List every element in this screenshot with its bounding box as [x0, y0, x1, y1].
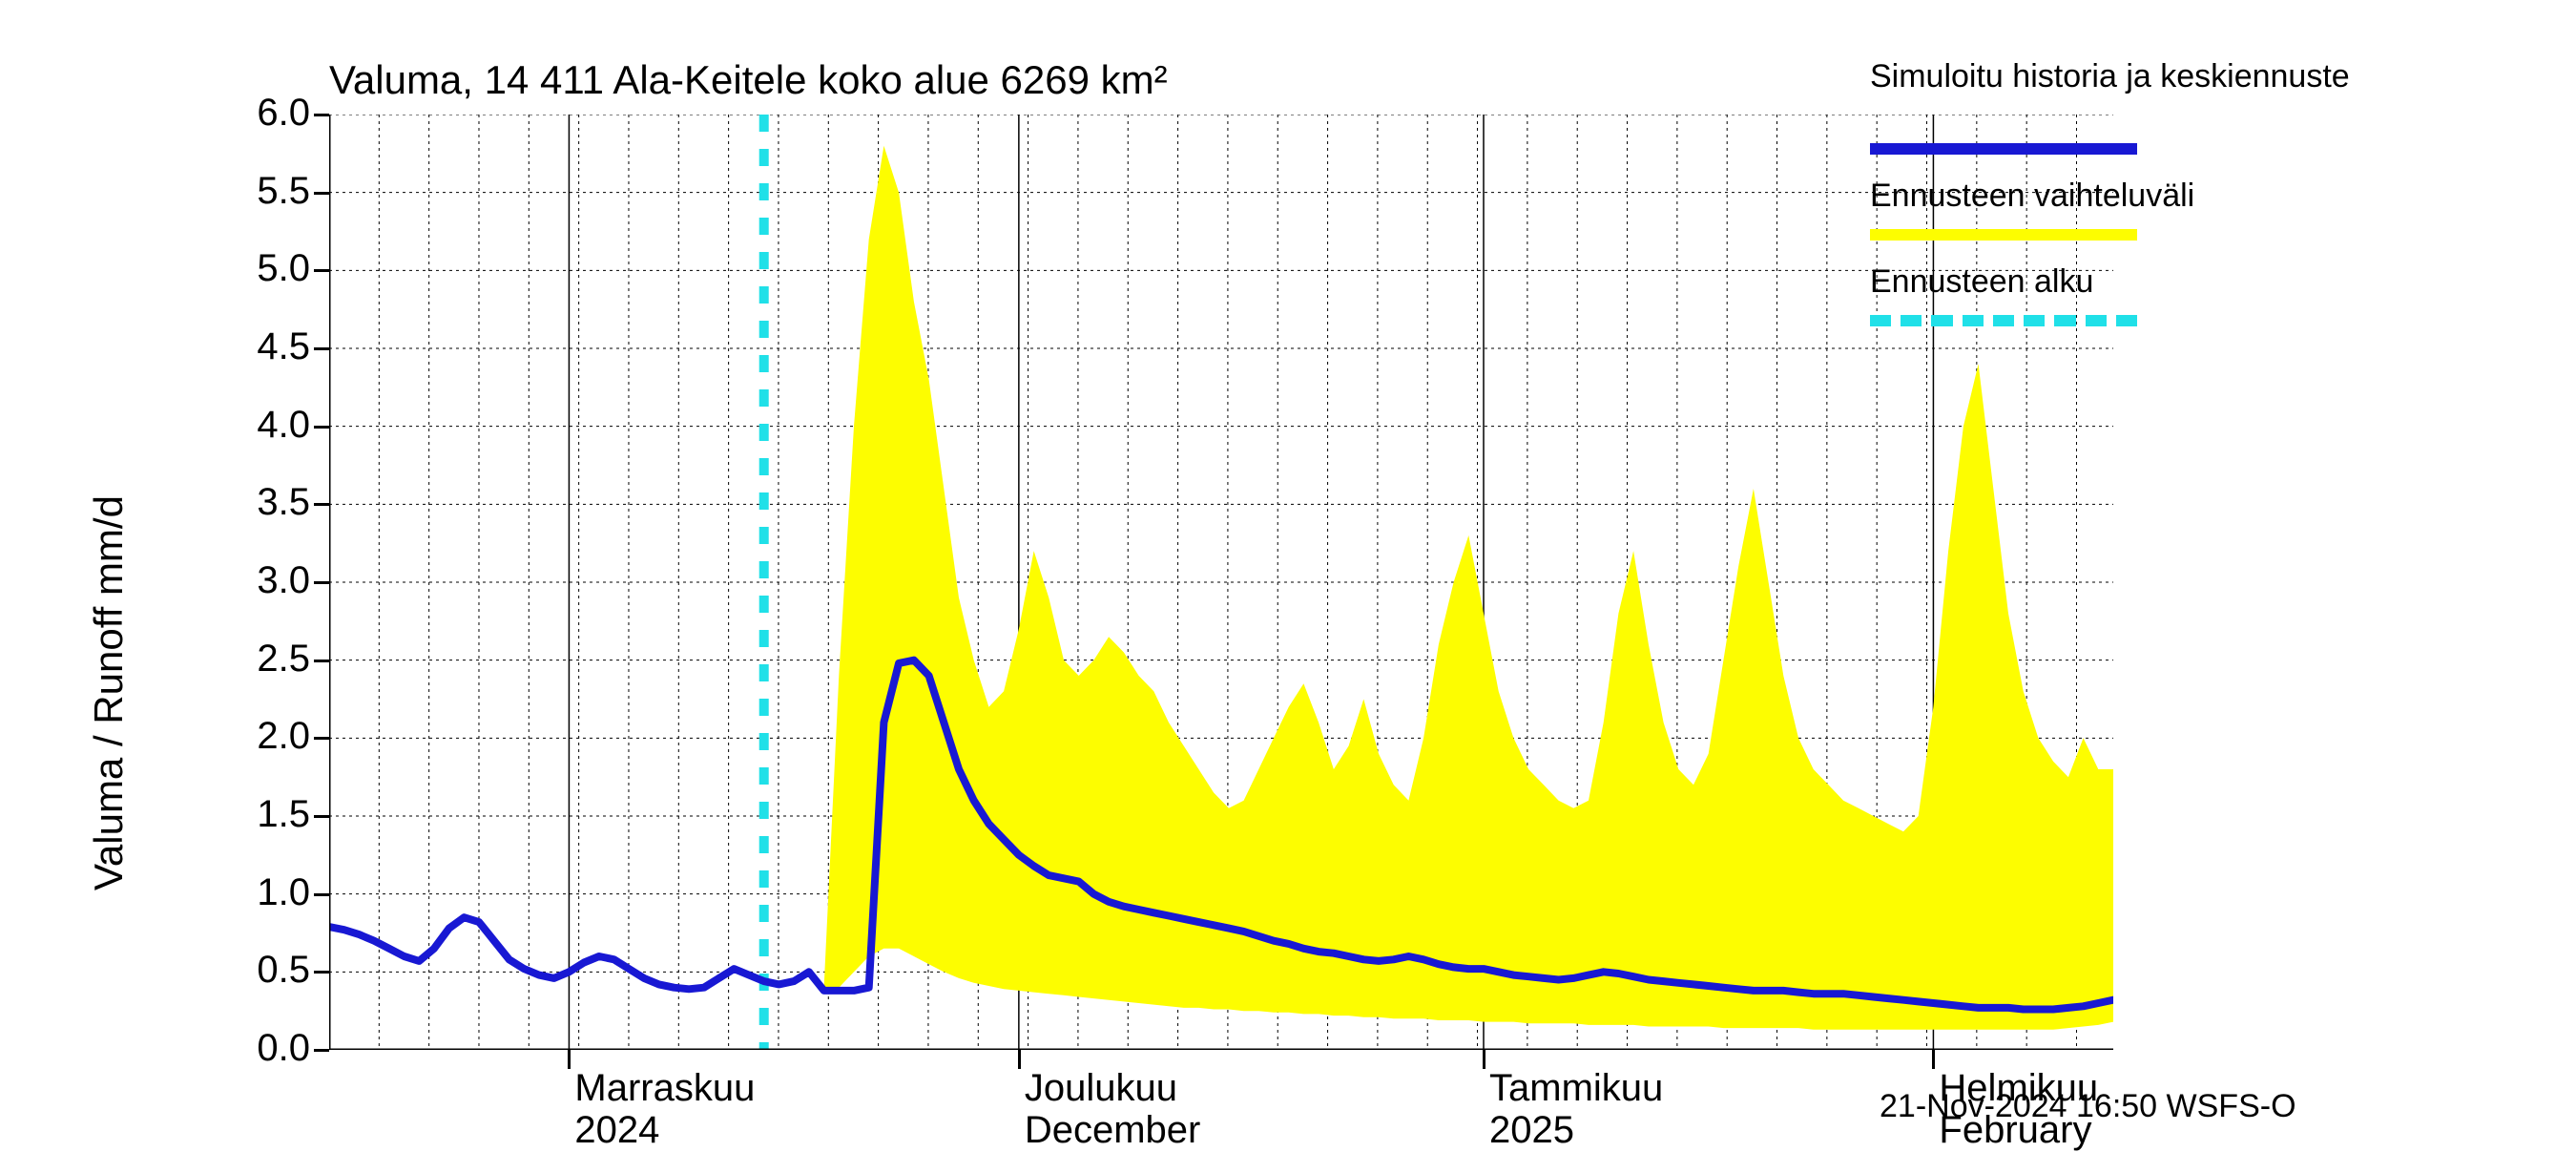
y-tick-label: 1.5 — [224, 793, 310, 836]
y-tick-label: 5.0 — [224, 247, 310, 290]
y-tick-label: 2.5 — [224, 638, 310, 681]
chart-canvas: Valuma, 14 411 Ala-Keitele koko alue 626… — [0, 0, 2576, 1145]
legend-label: Ennusteen vaihteluväli — [1870, 177, 2366, 216]
x-tick-label: 2024 — [574, 1109, 659, 1152]
y-tick-label: 0.0 — [224, 1027, 310, 1070]
legend-swatch — [1870, 229, 2137, 241]
y-tick-label: 4.5 — [224, 325, 310, 368]
y-tick-label: 6.0 — [224, 92, 310, 135]
x-tick-label: Joulukuu — [1025, 1067, 1177, 1110]
x-tick-label: December — [1025, 1109, 1201, 1152]
legend-label: Simuloitu historia ja keskiennuste — [1870, 57, 2366, 96]
y-tick-label: 0.5 — [224, 949, 310, 992]
y-tick-label: 3.0 — [224, 559, 310, 602]
footer-timestamp: 21-Nov-2024 16:50 WSFS-O — [1880, 1088, 2296, 1125]
legend-swatch — [1870, 143, 2137, 155]
y-tick-label: 1.0 — [224, 871, 310, 914]
x-tick-label: Marraskuu — [574, 1067, 755, 1110]
y-tick-label: 3.5 — [224, 481, 310, 524]
x-tick-label: Tammikuu — [1489, 1067, 1663, 1110]
y-axis-label: Valuma / Runoff mm/d — [86, 495, 132, 890]
chart-plot — [329, 115, 2113, 1050]
legend-swatch — [1870, 315, 2137, 326]
legend-label: Ennusteen alku — [1870, 262, 2366, 302]
y-tick-label: 2.0 — [224, 715, 310, 758]
chart-title: Valuma, 14 411 Ala-Keitele koko alue 626… — [329, 57, 1168, 103]
y-tick-label: 5.5 — [224, 170, 310, 213]
x-tick-label: 2025 — [1489, 1109, 1574, 1152]
y-tick-label: 4.0 — [224, 404, 310, 447]
